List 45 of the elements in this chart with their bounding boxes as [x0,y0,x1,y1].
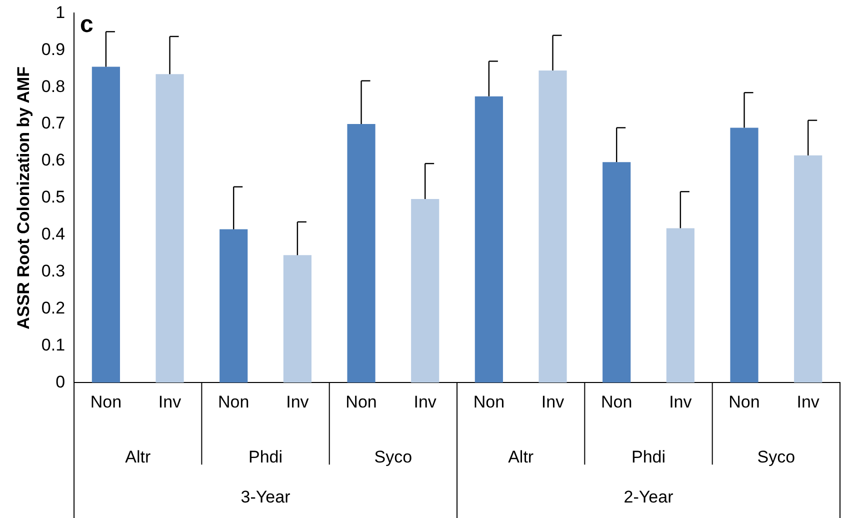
text: Syco [374,447,412,466]
text: Phdi [631,447,666,466]
bar [538,70,567,383]
x-tick-label: Non [90,392,122,412]
bar [666,228,694,383]
y-tick-label: 0.3 [41,261,66,280]
y-tick-label: 0 [56,372,66,392]
x-tick-label: Non [473,392,505,412]
y-tick-label: 0.6 [41,150,66,170]
text: 3-Year [240,487,291,506]
x-tick-label: Non [601,392,632,412]
y-tick-label: 0.7 [41,114,66,133]
text: Altr [508,447,534,466]
bar [474,96,503,383]
x-tick-label: Non [218,392,250,412]
y-tick-label: 0.4 [41,224,66,244]
y-tick-label: 0.1 [41,335,66,354]
x-tick-label: Non [728,392,760,412]
x-tick-label: Inv [669,392,692,412]
x-tick-label: Non [346,392,377,412]
y-tick-label: 1 [56,2,66,22]
bar [156,74,184,383]
y-tick-label: 0.2 [41,298,66,318]
bar [794,155,822,383]
y-tick-label: 0.8 [41,76,66,96]
x-tick-label: Inv [541,392,565,412]
bar [92,66,120,383]
y-tick-label: 0.5 [41,188,66,207]
bar [411,199,440,383]
x-tick-label: Inv [286,392,310,412]
y-tick-label: 0.9 [41,40,66,59]
y-axis-title: ASSR Root Colonization by AMF [14,66,33,330]
x-tick-label: Inv [414,392,437,412]
annotation: c [80,10,94,38]
bar [602,162,631,383]
bar [347,124,376,383]
text: Syco [757,447,796,466]
text: Altr [125,447,151,466]
text: 2-Year [624,487,674,506]
x-tick-label: Inv [158,392,182,412]
bar [283,255,312,383]
bar [220,229,248,383]
bar [730,128,758,383]
x-tick-label: Inv [796,392,820,412]
text: Phdi [248,447,283,466]
